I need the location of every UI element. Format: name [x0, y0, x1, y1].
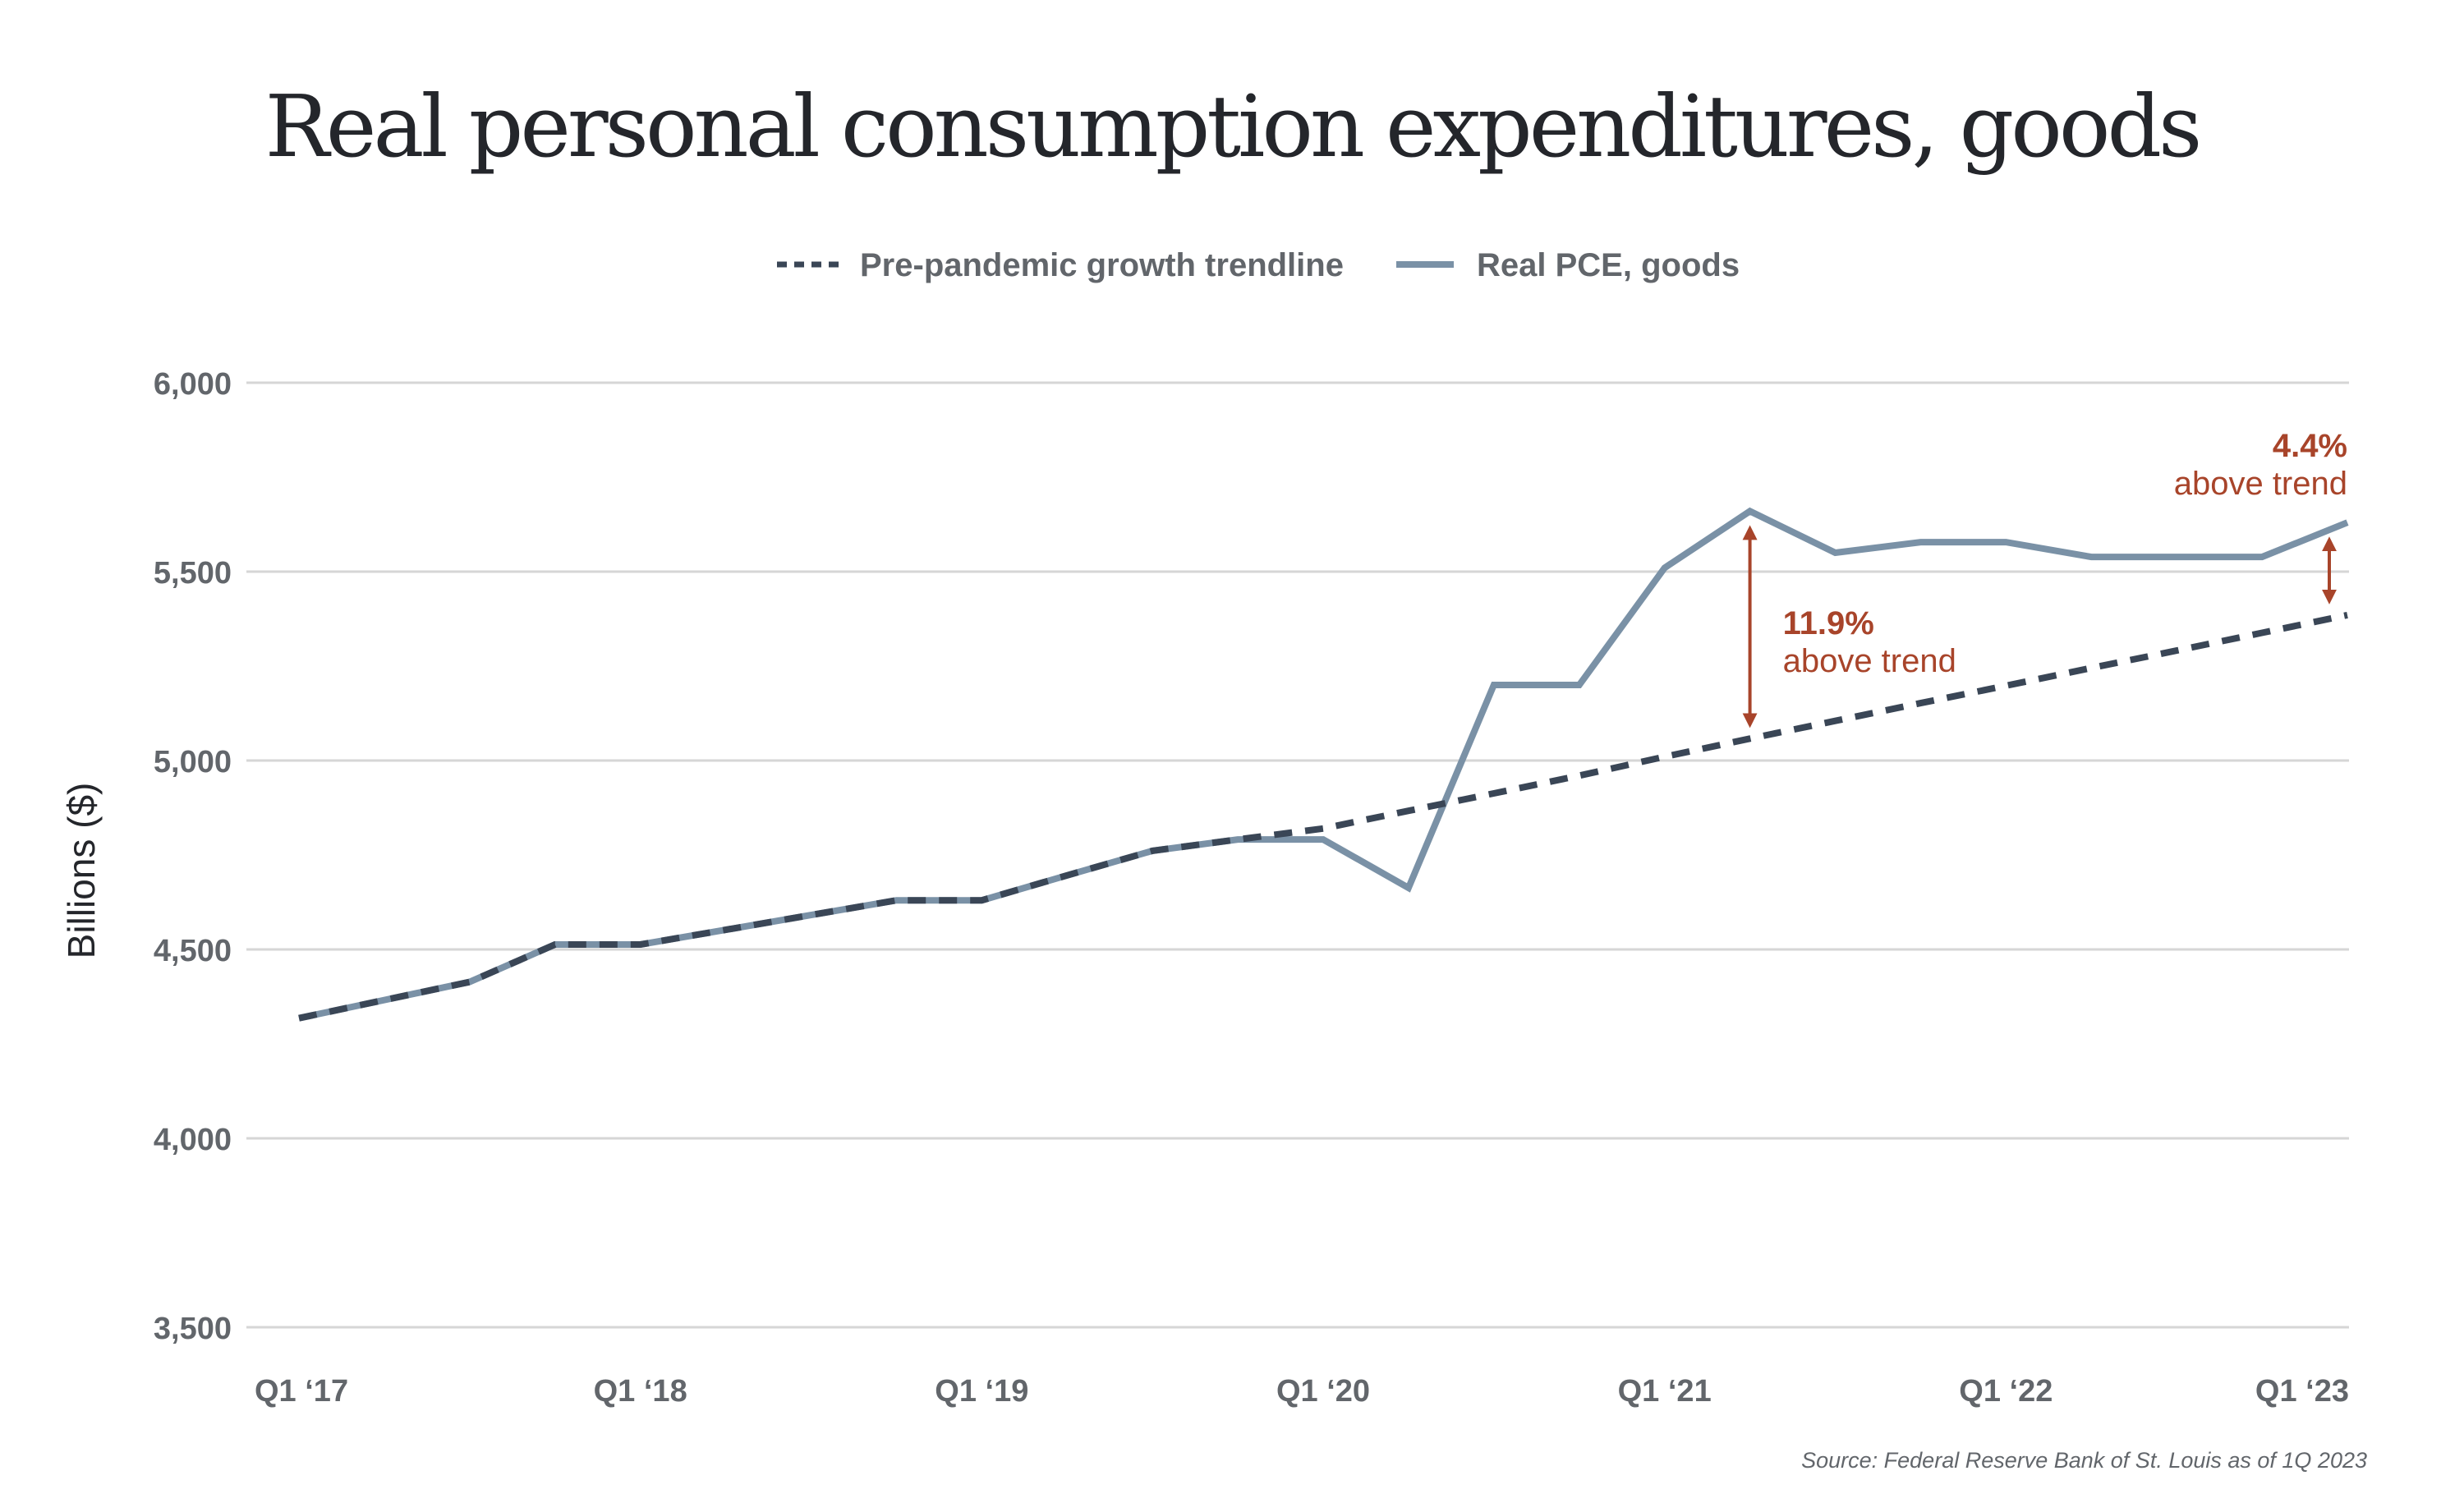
y-tick-label: 4,500 [154, 934, 232, 968]
x-tick-label: Q1 ‘19 [935, 1374, 1028, 1409]
series-line-trendline [298, 611, 2348, 1022]
y-tick-label: 3,500 [154, 1312, 232, 1346]
legend-label-real-pce: Real PCE, goods [1477, 247, 1740, 283]
y-tick-label: 5,500 [154, 556, 232, 591]
source-note: Source: Federal Reserve Bank of St. Loui… [1801, 1448, 2367, 1473]
legend-label-trendline: Pre-pandemic growth trendline [860, 247, 1344, 283]
x-tick-label: Q1 ‘18 [594, 1374, 687, 1409]
x-tick-label: Q1 ‘22 [1959, 1374, 2053, 1409]
y-axis-ticks: 6,000 5,500 5,000 4,500 4,000 3,500 [154, 367, 232, 1346]
y-axis-label: Billions ($) [60, 783, 103, 959]
annotation-value: 4.4% [2273, 428, 2347, 464]
chart-title: Real personal consumption expenditures, … [265, 76, 2200, 177]
x-tick-label: Q1 ‘23 [2255, 1374, 2349, 1409]
series [298, 507, 2349, 1022]
y-tick-label: 5,000 [154, 745, 232, 779]
x-tick-label: Q1 ‘21 [1618, 1374, 1712, 1409]
annotation-text: above trend [1783, 643, 1956, 679]
y-tick-label: 6,000 [154, 367, 232, 402]
x-tick-label: Q1 ‘20 [1276, 1374, 1370, 1409]
gridlines [246, 381, 2349, 1329]
x-tick-label: Q1 ‘17 [255, 1374, 348, 1409]
x-axis-ticks: Q1 ‘17 Q1 ‘18 Q1 ‘19 Q1 ‘20 Q1 ‘21 Q1 ‘22 Q1 ‘… [255, 1374, 2349, 1409]
y-tick-label: 4,000 [154, 1123, 232, 1157]
annotation-value: 11.9% [1783, 605, 1874, 641]
annotation-text: above trend [2174, 466, 2347, 502]
legend: Pre-pandemic growth trendline Real PCE, … [777, 247, 1740, 283]
